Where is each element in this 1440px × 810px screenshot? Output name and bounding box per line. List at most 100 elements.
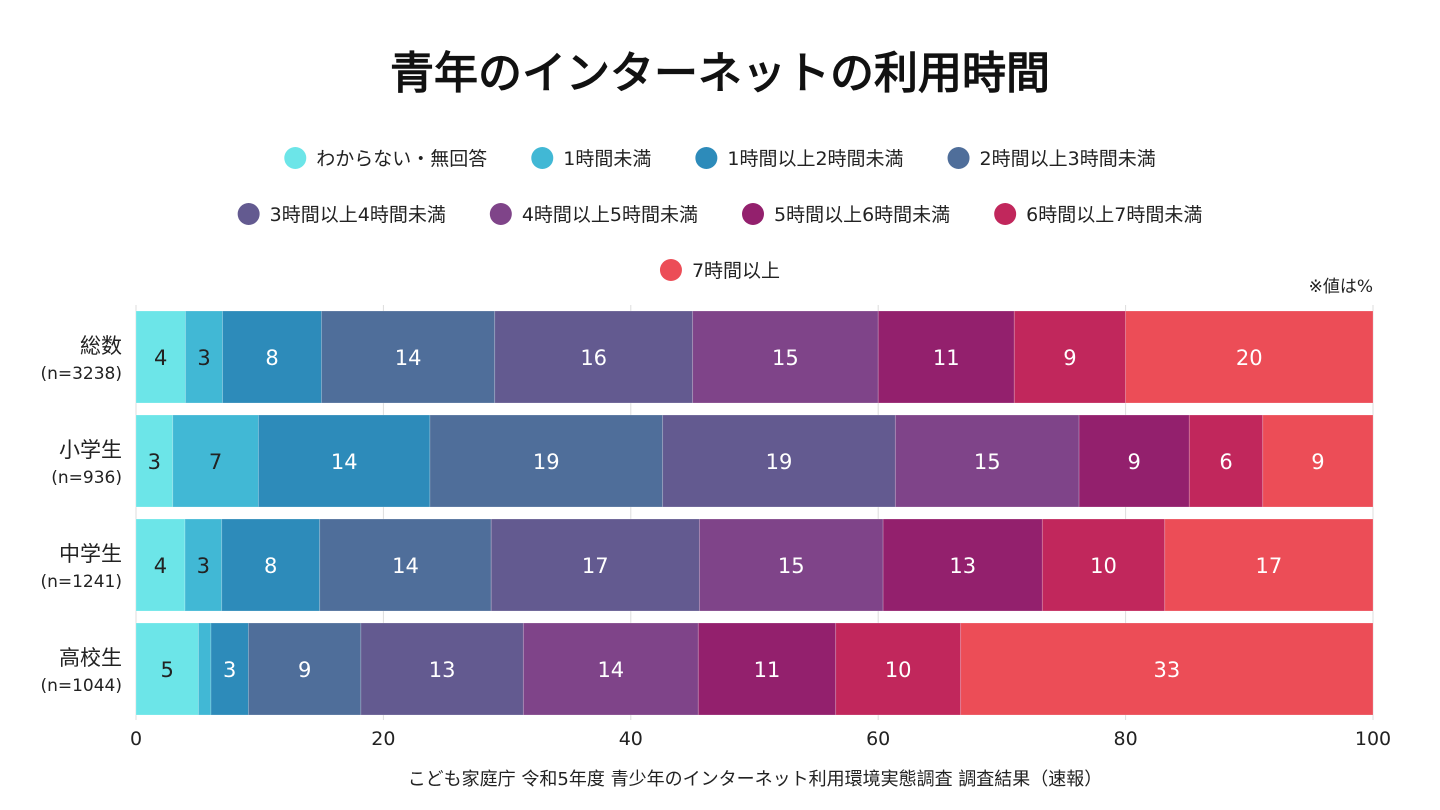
legend-swatch [284, 147, 307, 169]
value-unit-note: ※値は% [1309, 277, 1373, 297]
x-tick-label: 100 [1355, 728, 1391, 750]
x-tick-label: 60 [866, 728, 890, 750]
data-label: 3 [223, 658, 236, 682]
bar-segment [429, 414, 664, 508]
data-label: 4 [154, 554, 167, 578]
category-name: 小学生 [59, 438, 122, 462]
bar-segment [1013, 310, 1127, 404]
data-label: 14 [331, 450, 358, 474]
legend-swatch [994, 203, 1017, 225]
data-label: 4 [154, 346, 167, 370]
data-label: 15 [974, 450, 1001, 474]
bar-segment [135, 414, 174, 508]
legend-label: 4時間以上5時間未満 [522, 204, 698, 226]
legend-item: 5時間以上6時間未満 [742, 203, 950, 226]
bar-segment [135, 310, 186, 404]
legend-item: 1時間以上2時間未満 [695, 147, 904, 170]
data-label: 16 [580, 346, 607, 370]
bar-segment [1041, 518, 1166, 612]
x-axis: 0 20 40 60 80 100 [130, 728, 1391, 750]
data-label: 14 [392, 554, 419, 578]
legend-item: 1時間未満 [531, 147, 651, 170]
data-label: 14 [395, 346, 422, 370]
legend-label: 1時間以上2時間未満 [727, 148, 903, 170]
bar-segment [258, 414, 431, 508]
bar-segment [490, 518, 700, 612]
bar-segment [960, 622, 1374, 716]
bar-segment [1188, 414, 1264, 508]
bar-segment [692, 310, 879, 404]
bar-segment [248, 622, 362, 716]
legend-swatch [531, 147, 554, 169]
bar-segment [172, 414, 259, 508]
data-label: 19 [766, 450, 793, 474]
legend: わからない・無回答 1時間未満 1時間以上2時間未満 2時間以上3時間未満 3時間以上4… [237, 147, 1202, 282]
data-label: 10 [1090, 554, 1117, 578]
data-label: 9 [1063, 346, 1076, 370]
data-label: 15 [772, 346, 799, 370]
category-n: (n=3238) [40, 364, 122, 384]
data-label: 7 [209, 450, 222, 474]
data-label: 3 [148, 450, 161, 474]
bar-segment [221, 518, 321, 612]
category-name: 総数 [80, 334, 122, 358]
legend-swatch [659, 259, 682, 281]
category-name: 中学生 [59, 542, 122, 566]
data-label: 10 [885, 658, 912, 682]
data-label: 8 [264, 554, 277, 578]
legend-label: 6時間以上7時間未満 [1026, 204, 1202, 226]
legend-item: 2時間以上3時間未満 [947, 147, 1156, 170]
source-note: こども家庭庁 令和5年度 青少年のインターネット利用環境実態調査 調査結果（速報… [408, 769, 1103, 790]
bar-segment [135, 622, 199, 716]
bar-segment [222, 310, 322, 404]
data-label: 8 [265, 346, 278, 370]
legend-swatch [947, 147, 970, 169]
data-label: 17 [1256, 554, 1283, 578]
legend-swatch [742, 203, 764, 225]
bar-segment [698, 518, 884, 612]
data-label: 3 [197, 554, 210, 578]
legend-swatch [695, 147, 718, 169]
data-label: 9 [1311, 450, 1324, 474]
legend-item: 4時間以上5時間未満 [489, 203, 698, 226]
legend-item: 3時間以上4時間未満 [237, 203, 446, 226]
data-label: 11 [933, 346, 960, 370]
category-n: (n=1044) [40, 676, 122, 696]
bar-segment [662, 414, 896, 508]
legend-label: 5時間以上6時間未満 [774, 204, 950, 226]
data-label: 33 [1153, 658, 1180, 682]
data-label: 5 [161, 658, 174, 682]
x-tick-label: 20 [371, 728, 395, 750]
legend-item: わからない・無回答 [284, 147, 487, 170]
data-label: 15 [778, 554, 805, 578]
bar-segment [835, 622, 962, 716]
data-label: 3 [197, 346, 210, 370]
legend-label: わからない・無回答 [316, 148, 487, 170]
category-n: (n=936) [51, 468, 122, 488]
x-tick-label: 80 [1114, 728, 1138, 750]
legend-swatch [237, 203, 260, 225]
legend-label: 2時間以上3時間未満 [980, 148, 1156, 170]
bar-segment [877, 310, 1015, 404]
data-label: 14 [597, 658, 624, 682]
bar-segment [1125, 310, 1374, 404]
legend-label: 7時間以上 [692, 260, 780, 282]
legend-swatch [489, 203, 512, 225]
data-label: 6 [1219, 450, 1232, 474]
data-label: 20 [1236, 346, 1263, 370]
bar-segment [522, 622, 699, 716]
category-labels: 総数 (n=3238) 小学生 (n=936) 中学生 (n=1241) 高校生 (n=104… [40, 334, 122, 696]
bar-segment [1262, 414, 1374, 508]
bar-segment [882, 518, 1043, 612]
legend-label: 1時間未満 [563, 148, 651, 170]
legend-item: 7時間以上 [659, 259, 780, 282]
bar-segment [321, 310, 496, 404]
bar-segment [210, 622, 249, 716]
legend-item: 6時間以上7時間未満 [994, 203, 1202, 226]
bars: 4 3 8 14 16 15 11 9 20 3 7 14 19 19 15 9 6 9 4 3 8 14 17 15 13 10… [135, 310, 1374, 716]
data-label: 9 [298, 658, 311, 682]
legend-label: 3時間以上4時間未満 [270, 204, 446, 226]
bar-segment [1164, 518, 1374, 612]
bar-segment [360, 622, 524, 716]
